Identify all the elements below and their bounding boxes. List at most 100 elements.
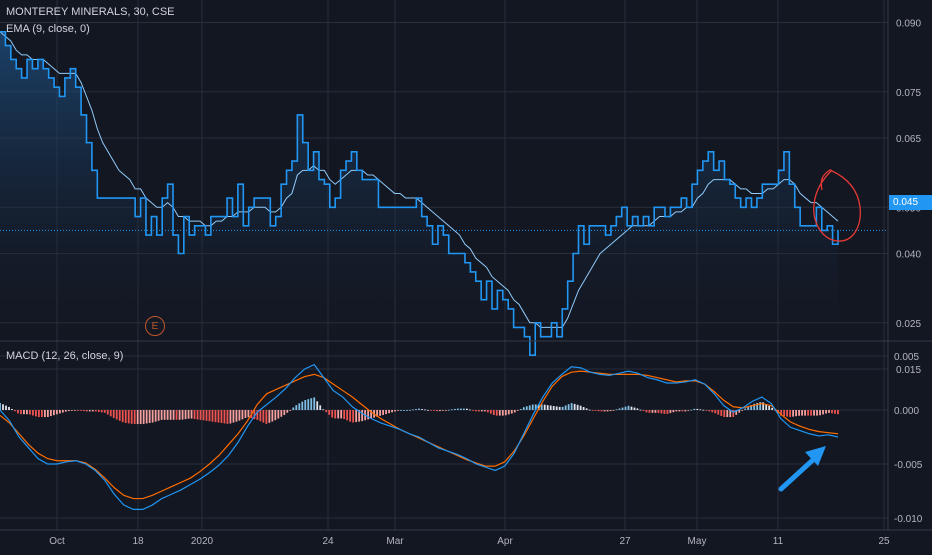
macd-histogram-bar (112, 410, 115, 419)
macd-histogram-bar (61, 410, 64, 413)
macd-histogram-bar (786, 410, 789, 417)
price-point (107, 197, 109, 199)
macd-histogram-bar (735, 410, 738, 415)
earnings-marker[interactable]: E (145, 316, 165, 336)
price-point (491, 308, 493, 310)
macd-histogram-bar (421, 409, 423, 410)
macd-histogram-bar (471, 410, 474, 411)
macd-histogram-bar (807, 410, 809, 416)
price-point (761, 183, 763, 185)
price-point (502, 299, 504, 301)
macd-histogram-bar (82, 410, 85, 412)
macd-histogram-bar (127, 410, 130, 424)
macd-histogram-bar (489, 410, 492, 414)
macd-histogram-bar (340, 410, 343, 419)
price-pane[interactable] (0, 30, 888, 356)
macd-histogram-bar (762, 402, 765, 410)
price-point (48, 77, 50, 79)
macd-histogram-bar (352, 410, 355, 423)
macd-histogram-bar (576, 404, 579, 410)
price-point (312, 151, 315, 153)
macd-histogram-bar (184, 410, 187, 420)
macd-histogram-bar (172, 410, 175, 420)
macd-histogram-bar (262, 410, 265, 423)
macd-histogram-bar (319, 405, 322, 410)
macd-histogram-bar (238, 410, 241, 421)
price-point (10, 58, 12, 61)
macd-histogram-bar (522, 407, 525, 410)
macd-histogram-bar (97, 410, 100, 412)
macd-histogram-bar (178, 410, 181, 420)
macd-histogram-bar (190, 410, 193, 419)
price-point (642, 215, 644, 218)
price-point (431, 243, 434, 245)
macd-histogram-bar (322, 409, 325, 411)
macd-histogram-bar (430, 410, 432, 411)
macd-histogram-bar (798, 410, 800, 416)
price-tick-label: 0.090 (896, 19, 921, 30)
macd-histogram-bar (495, 410, 498, 416)
price-point (599, 225, 601, 227)
price-point (772, 183, 774, 185)
price-point (372, 178, 374, 181)
macd-histogram-bar (400, 410, 402, 411)
price-point (826, 225, 828, 227)
macd-histogram-bar (579, 405, 582, 410)
price-badge: 0.045 (889, 195, 932, 210)
macd-histogram-bar (313, 397, 316, 410)
price-point (269, 225, 271, 227)
price-point (221, 215, 223, 218)
price-point (680, 197, 682, 199)
macd-histogram-bar (687, 410, 690, 411)
macd-histogram-bar (196, 410, 199, 420)
macd-histogram-bar (600, 410, 603, 412)
macd-histogram-bar (732, 410, 735, 418)
macd-histogram-bar (720, 410, 723, 416)
macd-histogram-bar (561, 406, 564, 410)
macd-histogram-bar (331, 410, 334, 418)
macd-histogram-bar (76, 410, 79, 411)
price-point (75, 86, 77, 88)
price-point (307, 169, 309, 171)
price-point (183, 215, 185, 218)
price-point (199, 225, 201, 227)
price-point (669, 206, 672, 208)
macd-histogram-bar (403, 410, 405, 411)
macd-histogram-bar (442, 410, 444, 411)
macd-histogram-bar (813, 410, 815, 416)
macd-histogram-bar (690, 409, 693, 411)
price-point (394, 206, 396, 208)
macd-histogram-bar (615, 409, 618, 411)
price-point (426, 225, 428, 227)
macd-histogram-bar (259, 410, 262, 422)
price-point (572, 252, 574, 255)
macd-histogram-bar (714, 410, 717, 414)
macd-histogram-bar (142, 410, 145, 424)
macd-pane[interactable] (0, 363, 839, 510)
macd-histogram-bar (64, 410, 67, 412)
price-point (529, 354, 531, 356)
price-point (610, 225, 612, 227)
macd-histogram-bar (0, 402, 1, 410)
macd-histogram-bar (202, 410, 205, 421)
macd-histogram-bar (211, 410, 214, 422)
macd-histogram-bar (789, 410, 792, 417)
macd-histogram-bar (337, 410, 340, 419)
price-point (480, 299, 482, 301)
price-point (296, 114, 298, 116)
macd-histogram-bar (457, 408, 459, 410)
price-point (523, 336, 526, 338)
price-point (437, 225, 439, 227)
price-point (253, 197, 255, 199)
macd-histogram-bar (672, 410, 675, 413)
macd-histogram-bar (343, 410, 346, 420)
macd-histogram-bar (388, 410, 390, 414)
macd-histogram-bar (834, 410, 836, 414)
macd-histogram-bar (256, 410, 259, 420)
macd-histogram-bar (768, 405, 771, 410)
macd-histogram-bar (265, 410, 268, 424)
macd-histogram-bar (702, 409, 705, 411)
macd-histogram-bar (454, 408, 456, 410)
